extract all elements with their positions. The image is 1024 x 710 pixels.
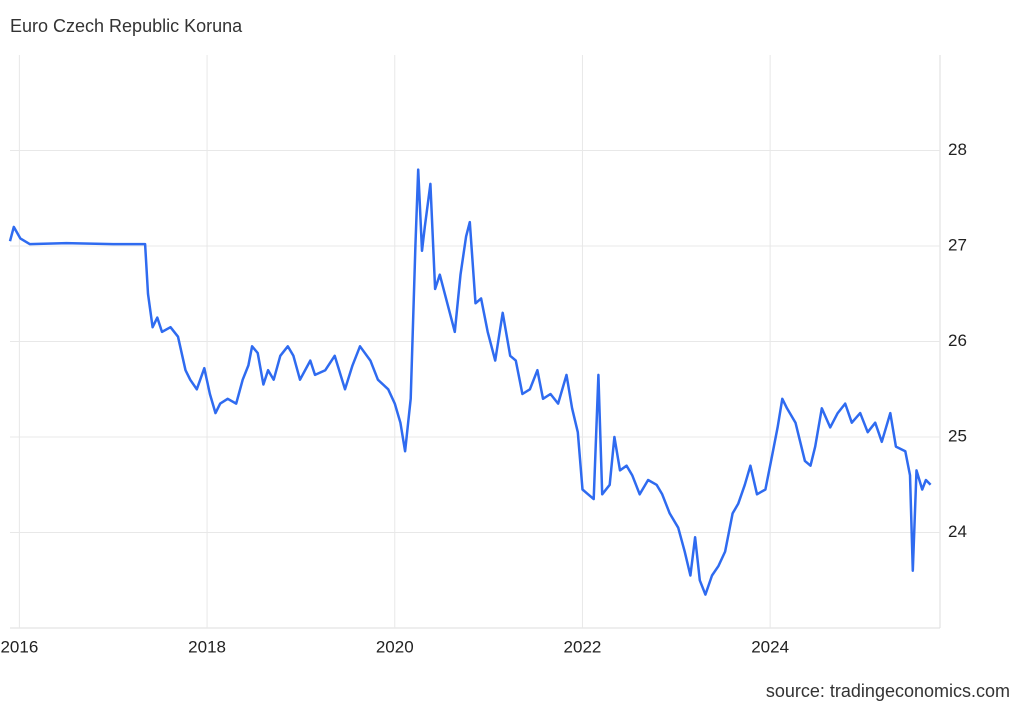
y-tick-label: 26 xyxy=(948,331,967,350)
line-series xyxy=(8,168,932,596)
x-tick-label: 2016 xyxy=(0,637,38,656)
x-tick-label: 2022 xyxy=(564,637,602,656)
x-tick-label: 2020 xyxy=(376,637,414,656)
y-tick-label: 27 xyxy=(948,235,967,254)
y-tick-label: 24 xyxy=(948,522,967,541)
y-tick-label: 25 xyxy=(948,426,967,445)
source: source: tradingeconomics.com xyxy=(766,681,1010,701)
x-tick-label: 2018 xyxy=(188,637,226,656)
chart-title: Euro Czech Republic Koruna xyxy=(10,16,243,36)
x-tick-label: 2024 xyxy=(751,637,789,656)
y-tick-label: 28 xyxy=(948,140,967,159)
